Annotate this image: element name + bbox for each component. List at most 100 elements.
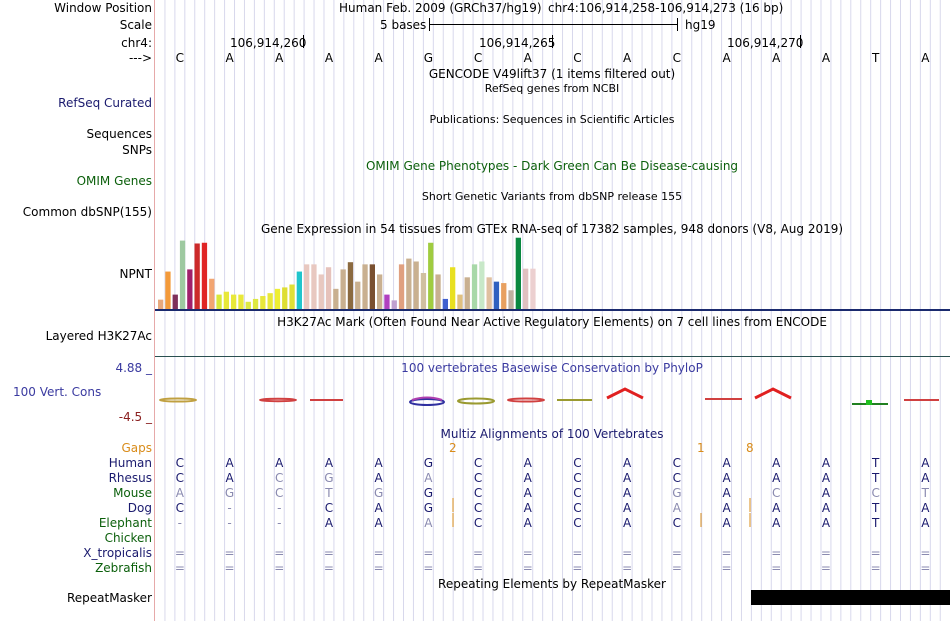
coord-label: 106,914,260 bbox=[230, 36, 307, 50]
omim-track-title[interactable]: OMIM Gene Phenotypes - Dark Green Can Be… bbox=[365, 159, 739, 173]
gtex-tissue-bar[interactable] bbox=[428, 242, 434, 309]
gtex-tissue-bar[interactable] bbox=[515, 237, 521, 309]
publications-track-title[interactable]: Publications: Sequences in Scientific Ar… bbox=[429, 113, 675, 126]
gtex-tissue-bar[interactable] bbox=[377, 274, 383, 309]
gtex-tissue-bar[interactable] bbox=[464, 277, 470, 309]
repeatmasker-track-title[interactable]: Repeating Elements by RepeatMasker bbox=[438, 577, 666, 591]
window-position-label: Window Position bbox=[54, 1, 152, 15]
alignment-base: = bbox=[622, 546, 633, 560]
gtex-tissue-bar[interactable] bbox=[435, 274, 441, 309]
gtex-tissue-bar[interactable] bbox=[187, 269, 193, 309]
h3k27ac-track-title[interactable]: H3K27Ac Mark (Often Found Near Active Re… bbox=[277, 315, 827, 329]
alignment-base: = bbox=[870, 546, 881, 560]
gtex-tissue-bar[interactable] bbox=[304, 264, 310, 309]
sequences-track-label[interactable]: Sequences bbox=[86, 127, 152, 141]
gtex-tissue-bar[interactable] bbox=[530, 268, 536, 309]
gtex-tissue-bar[interactable] bbox=[282, 287, 288, 309]
gtex-tissue-bar[interactable] bbox=[479, 261, 485, 309]
snps-track-label[interactable]: SNPs bbox=[122, 143, 152, 157]
alignment-base: = bbox=[920, 561, 931, 575]
alignment-species-label[interactable]: Rhesus bbox=[108, 471, 152, 485]
gtex-tissue-bar[interactable] bbox=[311, 264, 317, 309]
gtex-tissue-bar[interactable] bbox=[318, 274, 324, 309]
gtex-tissue-bar[interactable] bbox=[252, 298, 259, 309]
alignment-base: A bbox=[821, 501, 831, 515]
gencode-track-title[interactable]: GENCODE V49lift37 (1 items filtered out) bbox=[428, 67, 676, 81]
gtex-tissue-bar[interactable] bbox=[347, 262, 354, 309]
multiz-track-title[interactable]: Multiz Alignments of 100 Vertebrates bbox=[440, 427, 664, 441]
repeatmasker-track-label[interactable]: RepeatMasker bbox=[66, 591, 152, 605]
alignment-species-label[interactable]: Chicken bbox=[104, 531, 152, 545]
sequence-base: A bbox=[374, 51, 383, 65]
gtex-tissue-bar[interactable] bbox=[471, 264, 478, 309]
alignment-base: = bbox=[423, 561, 434, 575]
gtex-tissue-bar[interactable] bbox=[508, 290, 514, 309]
gtex-tissue-bar[interactable] bbox=[398, 264, 405, 309]
gtex-tissue-bar[interactable] bbox=[179, 240, 186, 309]
gtex-tissue-bar[interactable] bbox=[391, 300, 397, 309]
gtex-tissue-bar[interactable] bbox=[355, 281, 361, 309]
coord-tick bbox=[800, 35, 801, 48]
gtex-tissue-bar[interactable] bbox=[369, 264, 375, 309]
refseq-track-title[interactable]: RefSeq genes from NCBI bbox=[484, 82, 620, 95]
gtex-tissue-bar[interactable] bbox=[223, 291, 229, 309]
gtex-gene-label[interactable]: NPNT bbox=[119, 267, 152, 281]
gtex-bar-chart[interactable] bbox=[155, 236, 555, 310]
gtex-tissue-bar[interactable] bbox=[201, 242, 208, 309]
gtex-tissue-bar[interactable] bbox=[340, 269, 346, 309]
alignment-base: C bbox=[573, 486, 582, 500]
gtex-tissue-bar[interactable] bbox=[493, 281, 500, 309]
gtex-tissue-bar[interactable] bbox=[274, 288, 281, 309]
alignment-species-label[interactable]: Mouse bbox=[113, 486, 152, 500]
dbsnp-track-label[interactable]: Common dbSNP(155) bbox=[22, 205, 152, 219]
gtex-tissue-bar[interactable] bbox=[442, 298, 448, 309]
omim-track-label[interactable]: OMIM Genes bbox=[76, 174, 152, 188]
gtex-tissue-bar[interactable] bbox=[209, 278, 215, 309]
gtex-tissue-bar[interactable] bbox=[238, 294, 244, 309]
gtex-tissue-bar[interactable] bbox=[194, 243, 200, 309]
h3k27ac-track-label[interactable]: Layered H3K27Ac bbox=[45, 329, 152, 343]
gtex-tissue-bar[interactable] bbox=[260, 296, 266, 309]
gtex-tissue-bar[interactable] bbox=[450, 267, 456, 309]
gtex-tissue-bar[interactable] bbox=[362, 264, 368, 309]
phylop-track-label[interactable]: 100 Vert. Cons bbox=[13, 385, 102, 399]
alignment-species-label[interactable]: X_tropicalis bbox=[83, 546, 152, 560]
gaps-label: Gaps bbox=[121, 441, 152, 455]
gtex-tissue-bar[interactable] bbox=[384, 294, 390, 309]
dbsnp-track-title[interactable]: Short Genetic Variants from dbSNP releas… bbox=[421, 190, 683, 203]
phylop-conservation-logo[interactable] bbox=[155, 385, 950, 410]
gtex-tissue-bar[interactable] bbox=[165, 271, 171, 309]
gtex-tissue-bar[interactable] bbox=[158, 299, 164, 309]
alignment-base: C bbox=[473, 516, 483, 530]
alignment-base: A bbox=[921, 516, 930, 530]
gtex-tissue-bar[interactable] bbox=[216, 294, 222, 309]
alignment-species-label[interactable]: Elephant bbox=[98, 516, 152, 530]
gtex-tissue-bar[interactable] bbox=[413, 261, 419, 309]
gtex-tissue-bar[interactable] bbox=[267, 293, 273, 309]
phylop-track-title[interactable]: 100 vertebrates Basewise Conservation by… bbox=[401, 361, 703, 375]
gtex-tissue-bar[interactable] bbox=[457, 294, 463, 309]
gtex-track-title[interactable]: Gene Expression in 54 tissues from GTEx … bbox=[260, 222, 844, 236]
gtex-tissue-bar[interactable] bbox=[333, 288, 339, 309]
gtex-tissue-bar[interactable] bbox=[172, 294, 178, 309]
gtex-tissue-bar[interactable] bbox=[296, 271, 302, 309]
repeat-element-block[interactable] bbox=[751, 590, 950, 605]
gtex-tissue-bar[interactable] bbox=[245, 301, 251, 309]
alignment-species-label[interactable]: Zebrafish bbox=[95, 561, 152, 575]
gtex-tissue-bar[interactable] bbox=[486, 277, 492, 309]
gtex-tissue-bar[interactable] bbox=[325, 267, 332, 309]
gtex-tissue-bar[interactable] bbox=[289, 284, 295, 309]
alignment-species-label[interactable]: Dog bbox=[127, 501, 152, 515]
alignment-species-label[interactable]: Human bbox=[108, 456, 152, 470]
refseq-track-label[interactable]: RefSeq Curated bbox=[58, 96, 152, 110]
gtex-tissue-bar[interactable] bbox=[501, 283, 507, 309]
alignment-base: = bbox=[224, 546, 235, 560]
gtex-tissue-bar[interactable] bbox=[523, 268, 529, 309]
alignment-base: T bbox=[871, 471, 880, 485]
alignment-base: G bbox=[324, 471, 334, 485]
sequence-base: C bbox=[473, 51, 483, 65]
gtex-tissue-bar[interactable] bbox=[231, 294, 237, 309]
alignment-base: = bbox=[622, 561, 633, 575]
gtex-tissue-bar[interactable] bbox=[420, 273, 427, 309]
gtex-tissue-bar[interactable] bbox=[406, 258, 412, 309]
